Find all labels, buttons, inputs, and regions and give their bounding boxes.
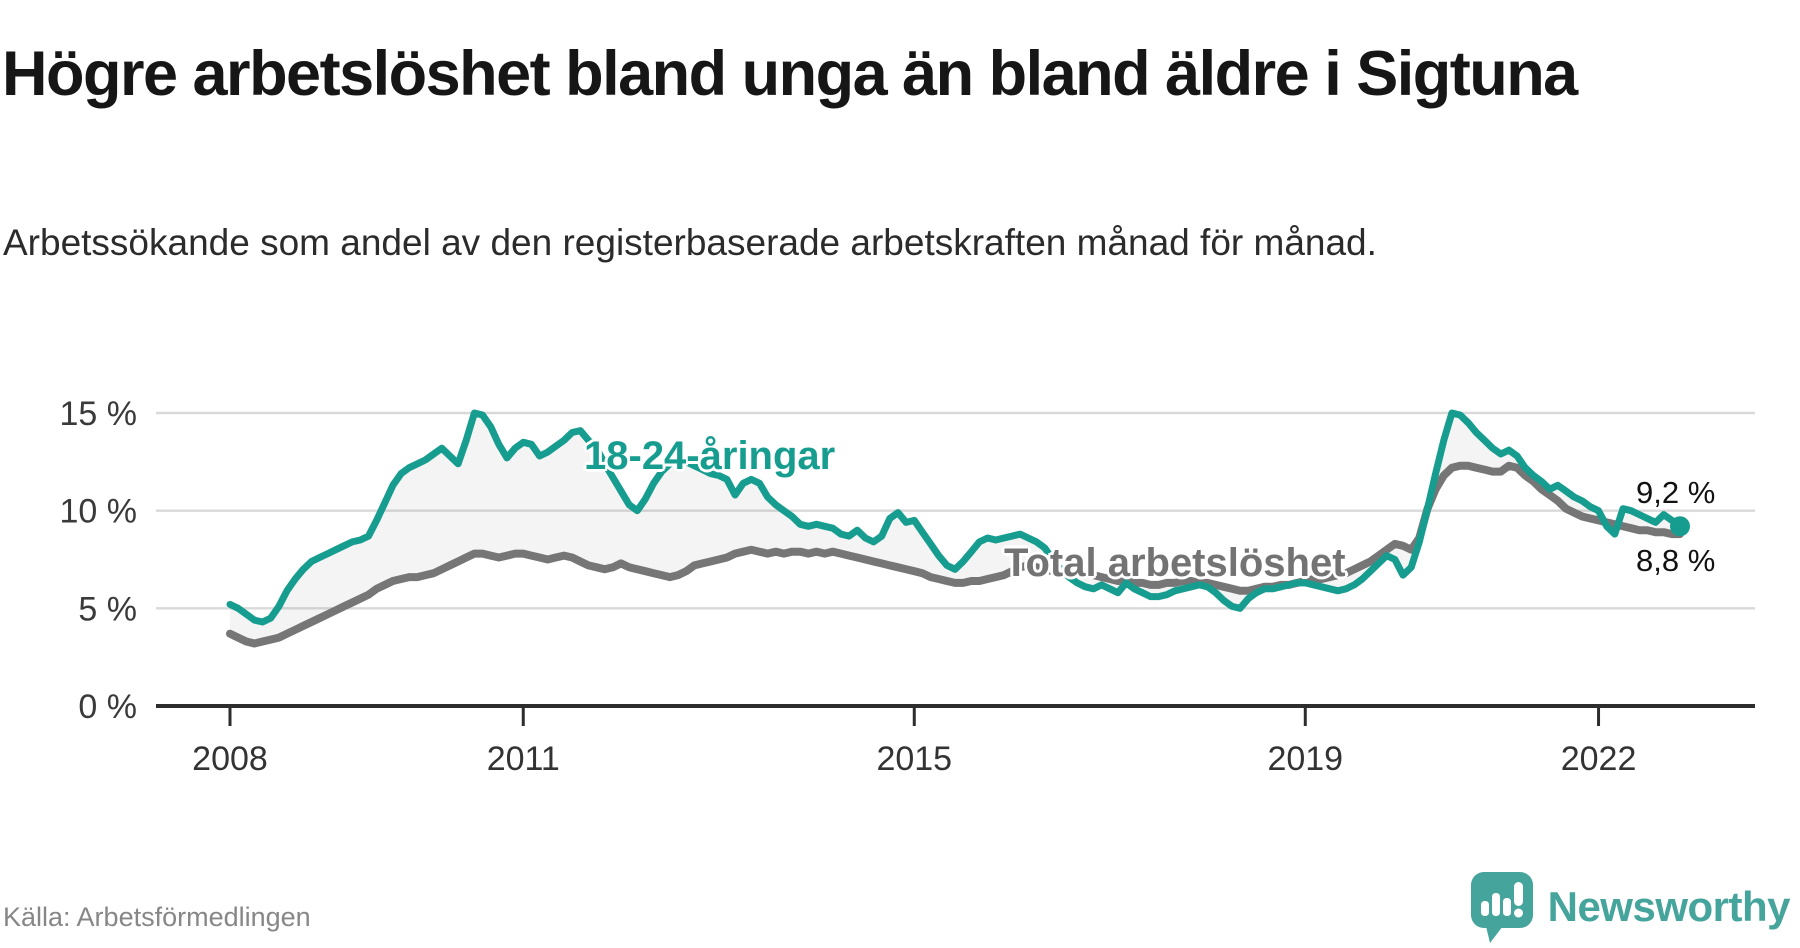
svg-text:2019: 2019 bbox=[1267, 740, 1343, 778]
svg-text:0 %: 0 % bbox=[78, 688, 137, 726]
series-label-young: 18-24-åringar bbox=[584, 434, 836, 478]
end-value-label-young: 9,2 % bbox=[1636, 475, 1716, 510]
end-value-label-total: 8,8 % bbox=[1636, 543, 1716, 578]
svg-text:15 %: 15 % bbox=[60, 395, 138, 433]
svg-text:2022: 2022 bbox=[1561, 740, 1637, 778]
page-title: Högre arbetslöshet bland unga än bland ä… bbox=[2, 39, 1578, 110]
svg-text:2008: 2008 bbox=[192, 740, 268, 778]
svg-text:2011: 2011 bbox=[487, 740, 560, 778]
newsworthy-logo-icon bbox=[1470, 872, 1533, 943]
svg-text:5 %: 5 % bbox=[78, 590, 137, 628]
svg-text:2015: 2015 bbox=[876, 740, 952, 778]
source-note: Källa: Arbetsförmedlingen bbox=[3, 902, 311, 932]
chart-subtitle: Arbetssökande som andel av den registerb… bbox=[3, 222, 1377, 263]
svg-text:10 %: 10 % bbox=[60, 493, 138, 531]
newsworthy-logo-text: Newsworthy bbox=[1547, 883, 1791, 930]
series-label-total: Total arbetslöshet bbox=[1004, 541, 1346, 585]
newsworthy-logo: Newsworthy bbox=[1470, 870, 1791, 944]
